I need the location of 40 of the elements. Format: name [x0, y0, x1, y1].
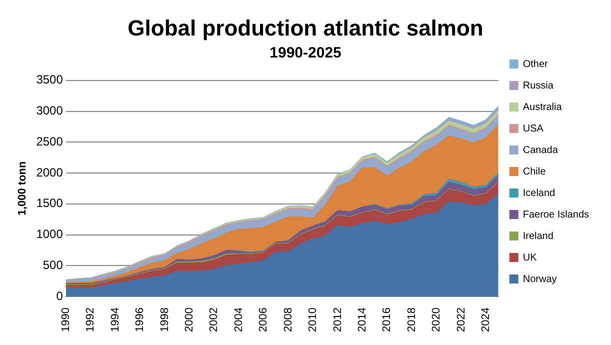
x-tick-label: 2014: [356, 308, 368, 332]
x-tick-label: 2018: [406, 308, 418, 332]
x-tick-label: 2006: [258, 308, 270, 332]
y-tick-label: 0: [56, 288, 64, 303]
legend-label: Norway: [522, 274, 557, 285]
chart-title: Global production atlantic salmon: [128, 15, 484, 40]
x-tick-label: 2020: [430, 308, 443, 332]
y-tick-label: 1000: [36, 227, 64, 242]
x-tick-label: 2012: [332, 308, 344, 332]
legend-label: Canada: [522, 144, 558, 156]
legend-label: USA: [522, 123, 544, 134]
x-tick-label: 2010: [307, 308, 320, 332]
legend-label: Ireland: [522, 230, 554, 242]
y-tick-label: 2500: [36, 134, 64, 148]
x-tick-label: 1990: [60, 308, 72, 332]
y-axis-title: 1,000 tonn: [16, 160, 29, 216]
legend-label: Other: [522, 58, 549, 70]
legend-label: Faeroe Islands: [522, 209, 590, 220]
y-tick-label: 500: [42, 258, 64, 272]
legend-label: Chile: [522, 166, 546, 178]
legend-label: Australia: [522, 102, 562, 113]
x-tick-label: 1994: [109, 308, 122, 332]
y-tick-label: 1500: [36, 196, 64, 210]
y-tick-label: 2000: [36, 165, 64, 180]
x-tick-label: 2002: [208, 308, 220, 332]
x-tick-label: 2024: [480, 308, 492, 332]
x-tick-label: 1996: [134, 308, 146, 332]
x-tick-label: 1998: [158, 308, 171, 332]
y-tick-label: 3500: [36, 72, 64, 87]
legend-label: Iceland: [522, 188, 556, 199]
x-tick-label: 2016: [381, 308, 394, 332]
x-tick-label: 2008: [282, 308, 294, 332]
x-tick-label: 1992: [84, 308, 97, 332]
legend-label: UK: [522, 252, 538, 264]
x-tick-label: 2004: [232, 308, 245, 332]
chart-subtitle: 1990-2025: [270, 44, 342, 62]
legend-label: Russia: [522, 80, 554, 92]
y-tick-label: 3000: [36, 104, 64, 118]
x-tick-label: 2000: [183, 308, 196, 332]
x-tick-label: 2022: [455, 308, 468, 332]
